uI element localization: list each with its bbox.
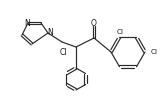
Text: O: O [91,19,97,28]
Text: Cl: Cl [151,49,158,55]
Text: N: N [48,28,53,36]
Text: Cl: Cl [117,29,124,35]
Text: Cl: Cl [59,48,67,57]
Text: N: N [24,19,30,28]
